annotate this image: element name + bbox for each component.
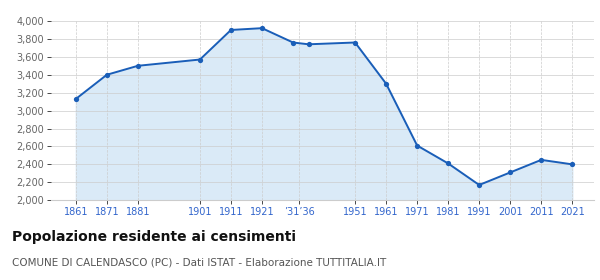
- Text: COMUNE DI CALENDASCO (PC) - Dati ISTAT - Elaborazione TUTTITALIA.IT: COMUNE DI CALENDASCO (PC) - Dati ISTAT -…: [12, 258, 386, 268]
- Text: Popolazione residente ai censimenti: Popolazione residente ai censimenti: [12, 230, 296, 244]
